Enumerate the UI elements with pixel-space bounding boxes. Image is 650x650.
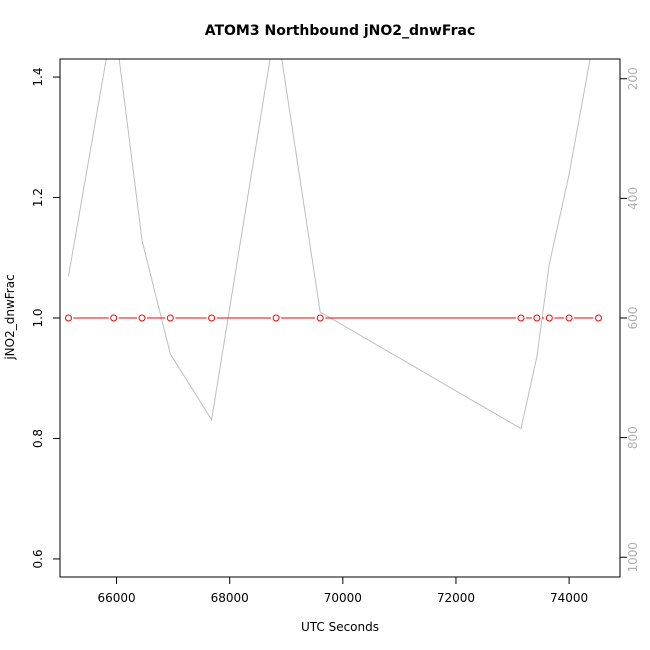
- secondary-series-line: [67, 59, 591, 430]
- y2-tick-label: 400: [626, 187, 640, 210]
- primary-series-point: [517, 314, 525, 322]
- y-tick-label: 0.8: [31, 429, 45, 448]
- y-tick-label: 1.0: [31, 308, 45, 327]
- primary-series-point: [565, 314, 573, 322]
- y-tick-label: 0.6: [31, 549, 45, 568]
- x-tick-label: 66000: [97, 591, 135, 605]
- primary-series-point: [208, 314, 216, 322]
- axes-layer: 66000 68000 70000 72000 74000 0.6 0.8 1.0 1.2 1.4…: [31, 67, 640, 605]
- primary-series-point: [533, 314, 541, 322]
- x-axis-label: UTC Seconds: [301, 620, 379, 634]
- primary-series-point: [64, 314, 72, 322]
- primary-series-point: [138, 314, 146, 322]
- x-tick-label: 74000: [550, 591, 588, 605]
- series-layer: [64, 59, 603, 430]
- x-tick-label: 68000: [211, 591, 249, 605]
- x-tick-label: 70000: [324, 591, 362, 605]
- primary-series-point: [110, 314, 118, 322]
- primary-series-point: [166, 314, 174, 322]
- chart-title: ATOM3 Northbound jNO2_dnwFrac: [205, 23, 476, 39]
- y2-tick-label: 600: [626, 307, 640, 330]
- primary-series-point: [595, 314, 603, 322]
- y2-tick-label: 200: [626, 67, 640, 90]
- y-tick-label: 1.4: [31, 68, 45, 87]
- x-tick-label: 72000: [437, 591, 475, 605]
- primary-series-point: [545, 314, 553, 322]
- y2-tick-label: 800: [626, 426, 640, 449]
- y2-tick-label: 1000: [626, 542, 640, 573]
- primary-series-point: [316, 314, 324, 322]
- y-tick-label: 1.2: [31, 188, 45, 207]
- y-axis-label: jNO2_dnwFrac: [3, 274, 17, 360]
- primary-series-point: [272, 314, 280, 322]
